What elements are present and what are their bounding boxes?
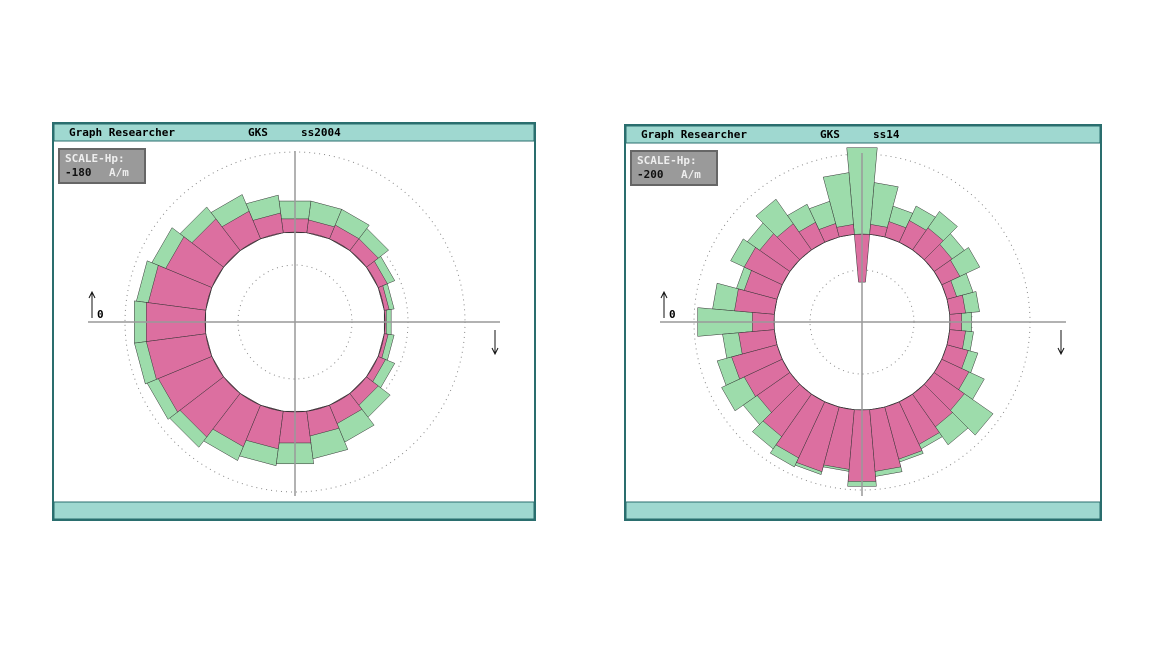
app-name: Graph Researcher	[641, 128, 747, 141]
polar-wedge	[179, 376, 241, 438]
polar-wedge	[157, 356, 224, 413]
system-name: GKS	[248, 126, 268, 139]
polar-wedge	[869, 224, 888, 238]
polar-wedge	[329, 224, 360, 251]
scale-unit: A/m	[681, 168, 701, 181]
scale-unit: A/m	[109, 166, 129, 179]
polar-wedge	[941, 344, 969, 369]
polar-wedge	[743, 358, 791, 397]
polar-wedge	[946, 294, 966, 315]
polar-wedge	[912, 227, 944, 261]
arrow-up	[88, 290, 96, 318]
polar-wedge	[923, 372, 965, 411]
status-bar	[53, 501, 535, 520]
arrow-down	[1057, 330, 1065, 356]
scale-label: SCALE-Hp:	[637, 154, 697, 167]
file-name: ss14	[873, 128, 900, 141]
polar-wedge	[366, 356, 386, 383]
polar-wedge	[946, 329, 966, 350]
polar-wedge	[884, 221, 907, 243]
polar-wedge	[329, 393, 363, 424]
file-name: ss2004	[301, 126, 341, 139]
polar-wedge	[933, 358, 970, 391]
polar-wedge	[245, 404, 284, 450]
scale-box	[630, 150, 718, 186]
title-bar	[53, 123, 535, 142]
polar-wedge	[796, 401, 840, 473]
scale-box	[58, 148, 146, 184]
axis-label: 0	[97, 308, 104, 321]
window: Graph Researcher GKS ss2004 SCALE-Hp:-180 A/…	[52, 122, 536, 521]
app-name: Graph Researcher	[69, 126, 175, 139]
polar-wedge	[306, 404, 340, 437]
polar-wedge	[145, 333, 213, 380]
scale-label: SCALE-Hp:	[65, 152, 125, 165]
axis-label: 0	[669, 308, 676, 321]
polar-wedge	[349, 376, 379, 406]
polar-wedge	[898, 393, 940, 445]
system-name: GKS	[820, 128, 840, 141]
scale-value: -180	[65, 166, 92, 179]
polar-wedge	[377, 333, 389, 359]
polar-wedge	[912, 383, 953, 428]
arrow-up	[660, 290, 668, 318]
window: Graph Researcher GKS ss14 SCALE-Hp:-200 A/m 0	[624, 124, 1102, 521]
scale-value: -200	[637, 168, 664, 181]
polar-wedge	[743, 247, 791, 286]
title-bar	[625, 125, 1101, 144]
polar-wedge	[734, 288, 778, 315]
polar-wedge	[869, 406, 902, 472]
arrow-down	[491, 330, 499, 356]
status-bar	[625, 501, 1101, 520]
